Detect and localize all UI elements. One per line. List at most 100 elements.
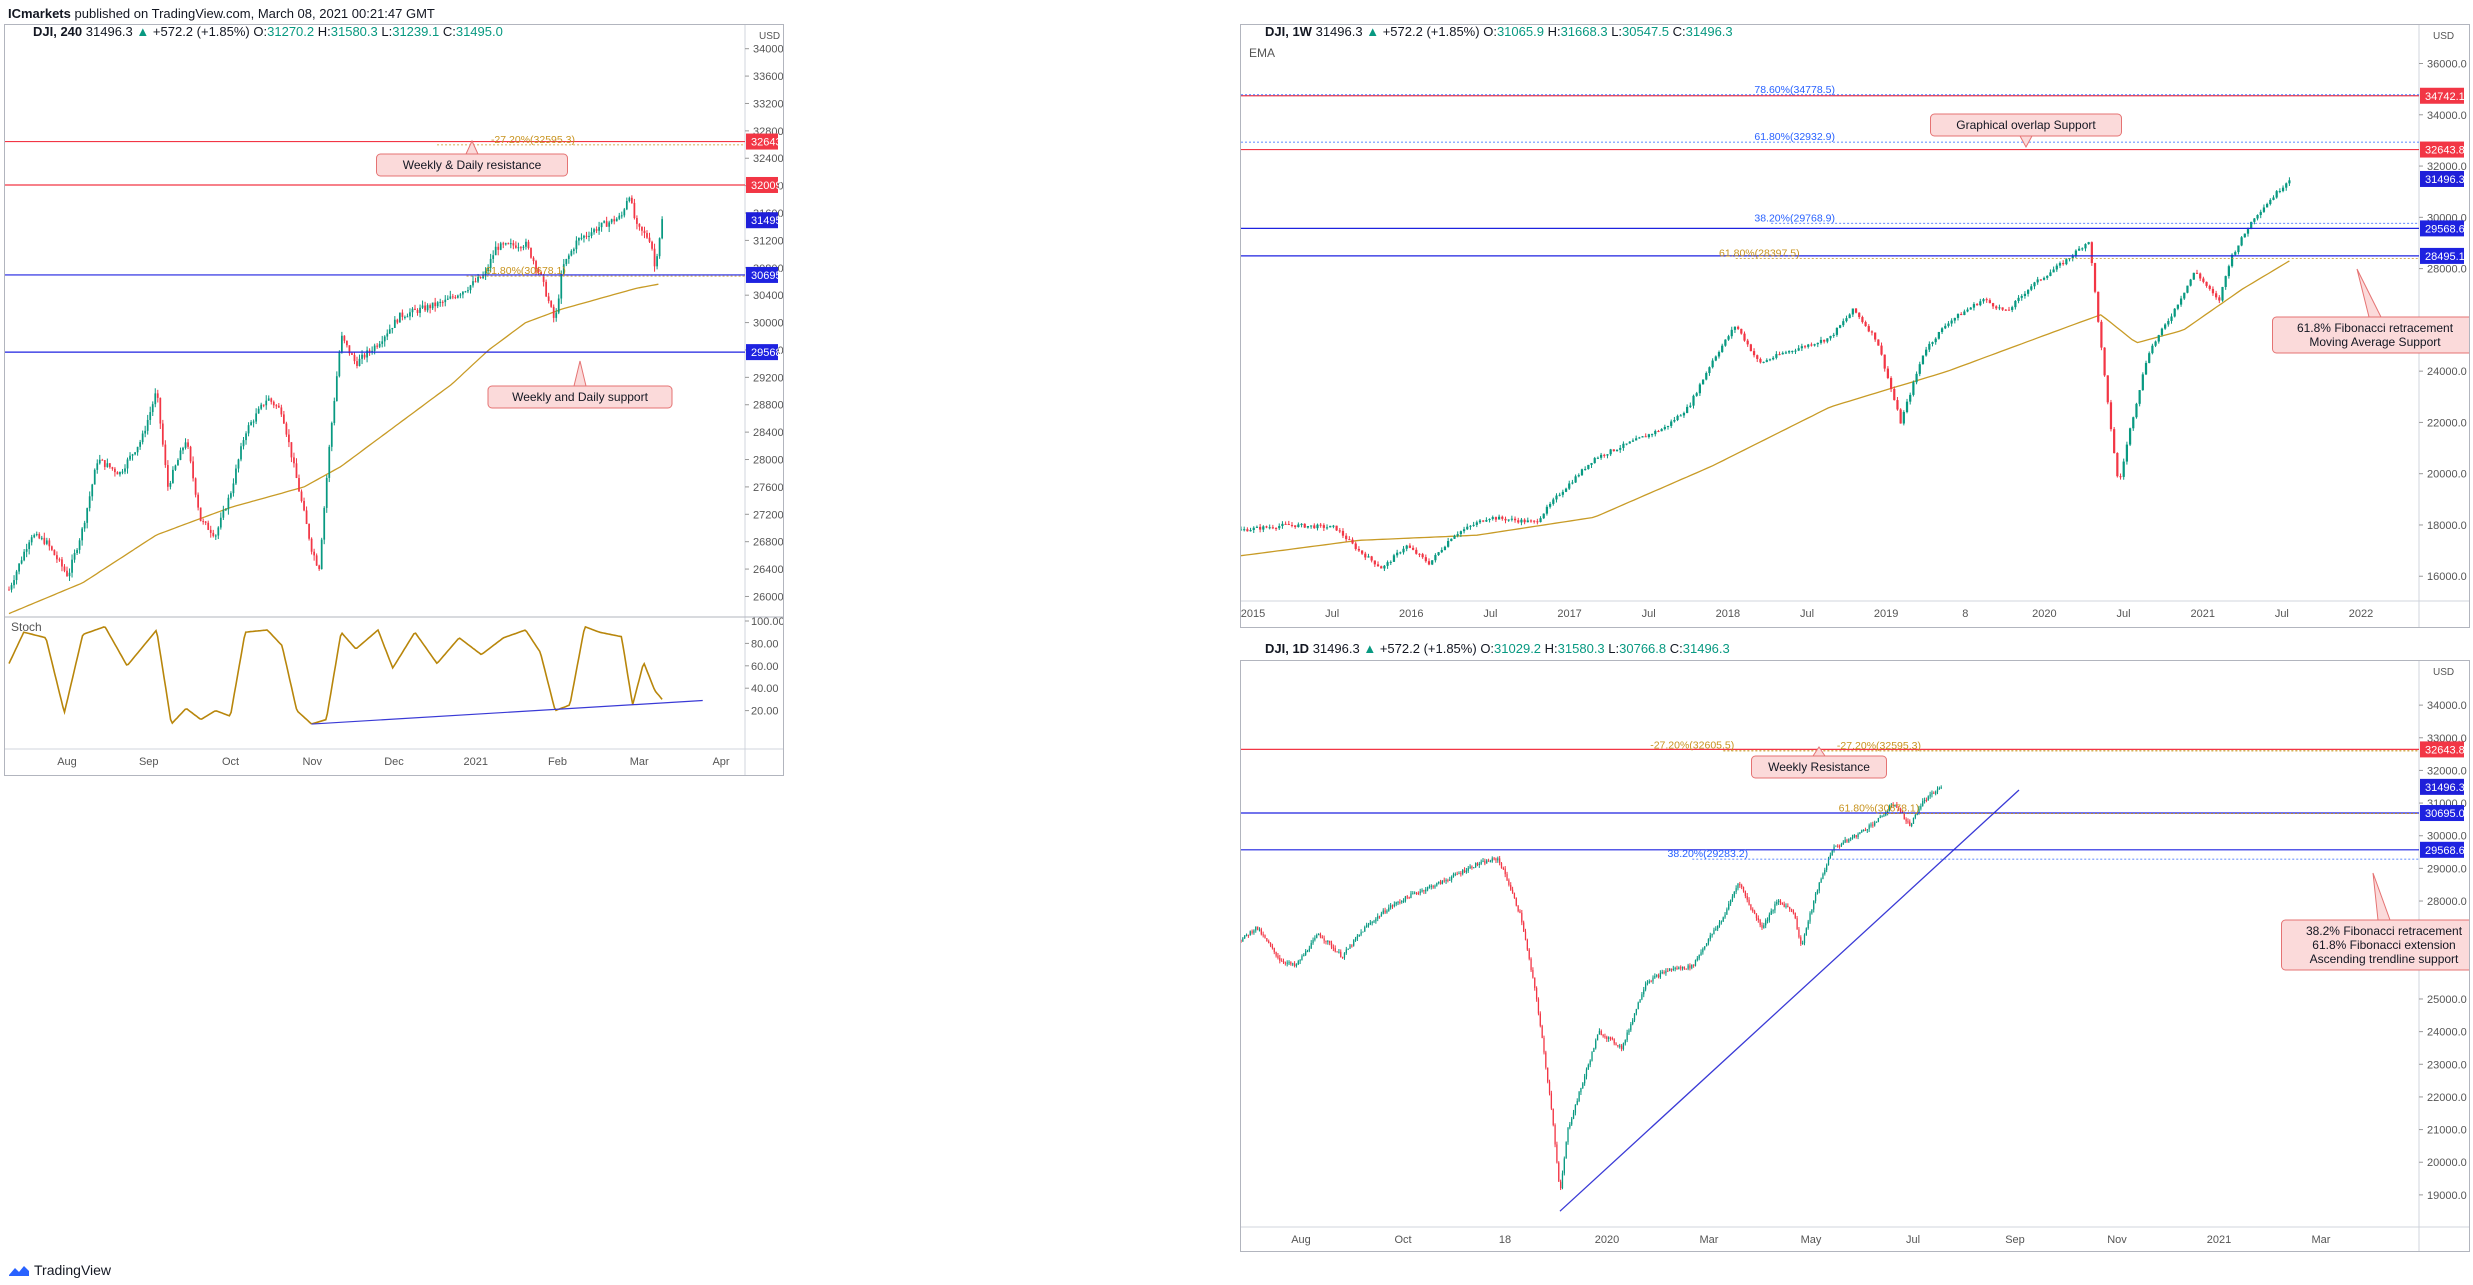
- candle-body: [1547, 1067, 1549, 1082]
- candle-body: [398, 312, 401, 323]
- candle-body: [1396, 552, 1399, 556]
- chart-dji-1d[interactable]: USD 34000.0 33000.0 32000.0 31000.0 30000.0 29…: [1240, 660, 2470, 1252]
- candle-body: [1733, 891, 1735, 897]
- candle-body: [53, 549, 56, 556]
- candle-body: [212, 532, 215, 536]
- candle-body: [633, 202, 636, 219]
- candle-body: [464, 291, 467, 293]
- candle-body: [1862, 830, 1865, 832]
- candle-body: [235, 468, 237, 484]
- candle-body: [172, 469, 174, 483]
- candle-body: [1356, 936, 1359, 939]
- time-tick-label: Jul: [1800, 608, 1814, 620]
- symbol-label[interactable]: DJI, 1W: [1265, 24, 1312, 39]
- candle-body: [1866, 829, 1868, 831]
- candle-body: [1510, 518, 1513, 520]
- candle-body: [1838, 845, 1841, 847]
- candle-body: [328, 446, 331, 478]
- price-tick-label: 27600.0: [753, 482, 783, 494]
- candle-body: [446, 298, 449, 300]
- candle-body: [25, 549, 28, 552]
- symbol-label[interactable]: DJI, 240: [33, 24, 83, 39]
- candle-body: [1750, 904, 1752, 910]
- candle-body: [101, 459, 104, 461]
- candle-body: [1768, 914, 1771, 920]
- candle-body: [1534, 977, 1536, 988]
- candle-body: [2065, 259, 2068, 265]
- callout-text: Moving Average Support: [2309, 335, 2441, 349]
- last-price-tag: [2420, 778, 2464, 795]
- tradingview-footer[interactable]: TradingView: [8, 1262, 111, 1278]
- candle-body: [388, 329, 391, 334]
- candle-body: [1306, 526, 1310, 528]
- candle-body: [1365, 925, 1368, 928]
- candle-body: [1585, 1069, 1588, 1077]
- candle-body: [134, 452, 136, 455]
- candle-body: [1854, 308, 1858, 313]
- stoch-tick-label: 80.00: [751, 638, 779, 650]
- candle-body: [1558, 494, 1561, 496]
- candle-body: [1704, 946, 1706, 949]
- candle-body: [1262, 934, 1264, 936]
- candle-body: [1928, 343, 1931, 350]
- candle-body: [1580, 1088, 1582, 1093]
- candle-body: [1504, 518, 1507, 521]
- level-price-label: 32643.8: [2425, 744, 2465, 756]
- candle-body: [1369, 922, 1371, 925]
- candle-body: [462, 291, 464, 295]
- candle-body: [1743, 333, 1746, 341]
- candle-body: [366, 350, 368, 358]
- candle-body: [1322, 525, 1325, 528]
- candle-body: [45, 540, 48, 544]
- candle-body: [1533, 520, 1536, 522]
- candle-body: [1937, 332, 1940, 339]
- publisher-name[interactable]: ICmarkets: [8, 6, 71, 21]
- change-value: +572.2 (+1.85%): [1382, 24, 1480, 39]
- candle-body: [588, 235, 590, 237]
- symbol-label[interactable]: DJI, 1D: [1265, 641, 1310, 656]
- candle-body: [454, 297, 457, 299]
- chart-dji-1w[interactable]: USD36000.034000.032000.030000.028000.026…: [1240, 24, 2470, 628]
- candle-body: [2093, 263, 2097, 292]
- candle-body: [298, 477, 300, 492]
- candle-body: [1475, 522, 1478, 525]
- fib-level-label: -27.20%(32605.5): [1650, 740, 1734, 752]
- candle-body: [2218, 297, 2221, 301]
- candle-body: [1399, 552, 1402, 554]
- currency-label: USD: [2433, 667, 2454, 678]
- candle-body: [1567, 1127, 1569, 1143]
- candle-body: [1467, 868, 1469, 871]
- candle-body: [1995, 306, 1998, 309]
- candle-body: [1287, 524, 1290, 526]
- candle-body: [2017, 297, 2020, 301]
- candle-body: [1499, 858, 1501, 863]
- candle-body: [1918, 364, 1921, 374]
- candle-body: [2106, 375, 2109, 403]
- candle-body: [1901, 811, 1904, 813]
- candle-body: [610, 219, 613, 223]
- candle-body: [1619, 447, 1622, 450]
- candle-body: [661, 219, 664, 239]
- chart-dji-240[interactable]: USD34000.033600.033200.032800.032400.032…: [4, 24, 784, 776]
- candle-body: [1877, 817, 1880, 822]
- candle-body: [169, 482, 172, 487]
- candle-body: [1474, 863, 1477, 868]
- candle-body: [227, 497, 230, 510]
- candle-body: [504, 243, 507, 245]
- candle-body: [1632, 1020, 1634, 1025]
- price-tick-label: 31200.0: [753, 235, 783, 247]
- candle-body: [1399, 902, 1401, 904]
- candle-body: [1393, 904, 1395, 907]
- candle-body: [1357, 548, 1361, 551]
- candle-body: [416, 309, 419, 313]
- price-tick-label: 32000.0: [2427, 765, 2467, 777]
- time-tick-label: Sep: [2005, 1234, 2025, 1246]
- candle-body: [1803, 346, 1807, 348]
- candle-body: [651, 241, 653, 249]
- candle-body: [1925, 799, 1928, 801]
- candle-body: [1465, 870, 1468, 873]
- candle-body: [565, 258, 568, 265]
- candle-body: [2186, 285, 2189, 293]
- candle-body: [1920, 805, 1922, 809]
